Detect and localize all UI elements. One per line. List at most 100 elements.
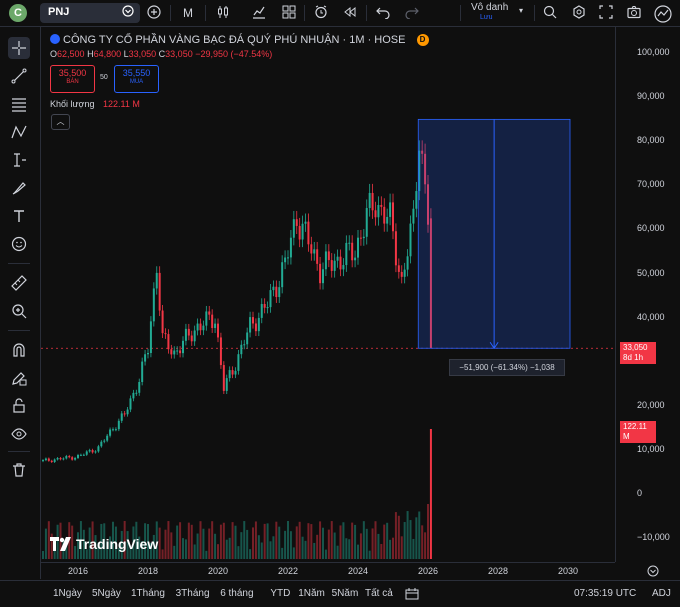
measure-arrow (489, 119, 499, 350)
timezone-settings-icon[interactable] (647, 565, 659, 580)
candle-body (114, 429, 117, 431)
volume-bar (147, 524, 149, 559)
adjust-data-toggle[interactable]: ADJ (652, 588, 671, 599)
pattern-icon[interactable] (8, 121, 30, 143)
change-value: −29,950 (−47.54%) (195, 49, 273, 59)
emoji-icon[interactable] (8, 233, 30, 255)
volume-bar (225, 539, 228, 559)
candle-body (365, 208, 368, 237)
volume-legend-label: Khối lượng (50, 99, 95, 109)
volume-bar (427, 504, 429, 559)
fullscreen-icon[interactable] (597, 3, 615, 23)
symbol-search-box[interactable]: PNJ (40, 3, 140, 23)
volume-bar (298, 521, 301, 559)
layout-grid-icon[interactable] (280, 3, 298, 23)
candle-body (289, 237, 292, 258)
symbol-change-icon[interactable] (120, 5, 136, 21)
candle-body (421, 150, 424, 154)
volume-bar (237, 546, 240, 559)
volume-bar (193, 544, 196, 559)
camera-snapshot-icon[interactable] (625, 3, 643, 23)
date-range-icon[interactable] (405, 588, 419, 603)
magnet-icon[interactable] (8, 339, 30, 361)
measure-tool[interactable] (417, 118, 571, 350)
time-axis[interactable]: 2016 2018 2020 2022 2024 2026 2028 2030 (41, 562, 615, 580)
range-button[interactable]: YTD (270, 588, 291, 599)
candle-body (322, 269, 324, 284)
volume-bar (249, 549, 252, 559)
candle-body (240, 344, 243, 355)
lock-drawing-icon[interactable] (8, 367, 30, 389)
buy-button[interactable]: 35,550 MUA (114, 65, 159, 93)
trend-line-icon[interactable] (8, 65, 30, 87)
volume-bar (397, 515, 400, 559)
price-chart[interactable] (41, 27, 615, 562)
candle-body (336, 256, 339, 261)
crosshair-icon[interactable] (8, 37, 30, 59)
volume-bar (327, 529, 330, 559)
zoom-in-icon[interactable] (8, 300, 30, 322)
candle-body (65, 456, 68, 459)
range-button[interactable]: Tất cả (365, 588, 393, 599)
price-tick: 0 (637, 488, 643, 498)
candle-body (170, 349, 173, 355)
publish-idea-icon[interactable] (652, 3, 674, 23)
indicators-icon[interactable] (250, 3, 268, 23)
collapse-legend-button[interactable]: ︿ (51, 114, 70, 130)
replay-icon[interactable] (341, 3, 359, 23)
interval-button[interactable]: M (183, 6, 193, 20)
range-button[interactable]: 6 tháng (220, 588, 254, 599)
fib-retracement-icon[interactable] (8, 93, 30, 115)
range-button[interactable]: 5Năm (331, 588, 359, 599)
price-tick: 90,000 (637, 91, 665, 102)
volume-bar (120, 530, 123, 559)
volume-bar (106, 541, 109, 559)
candle-body (295, 219, 298, 226)
candle-body (362, 236, 365, 239)
lock-icon[interactable] (8, 395, 30, 417)
clock[interactable]: 07:35:19 UTC (574, 588, 637, 599)
market-status-icon: D (416, 34, 429, 46)
prediction-icon[interactable] (8, 149, 30, 171)
volume-bar (392, 537, 394, 559)
eye-icon[interactable] (8, 423, 30, 445)
range-button[interactable]: 1Tháng (131, 588, 165, 599)
candles (42, 140, 432, 463)
candle-body (42, 460, 44, 462)
sell-button[interactable]: 35,500 BÁN (50, 65, 95, 93)
volume-bar (389, 539, 392, 559)
volume-bar (252, 527, 254, 559)
time-tick: 2020 (208, 566, 229, 576)
candle-body (237, 354, 240, 371)
alert-clock-icon[interactable] (312, 3, 330, 23)
volume-bar (196, 533, 199, 559)
volume-bar (284, 530, 287, 559)
volume-bar (371, 528, 374, 559)
candle-body (53, 459, 56, 463)
text-tool-icon[interactable] (8, 205, 30, 227)
compare-add-icon[interactable] (145, 3, 163, 23)
redo-icon[interactable] (403, 3, 421, 23)
candle-body (79, 454, 82, 456)
range-button[interactable]: 1Năm (298, 588, 325, 599)
brush-icon[interactable] (8, 177, 30, 199)
candle-body (158, 272, 161, 311)
user-avatar[interactable]: C (9, 4, 27, 22)
chart-title: CÔNG TY CỔ PHẦN VÀNG BẠC ĐÁ QUÝ PHÚ NHUẬ… (63, 34, 406, 46)
layout-name-menu[interactable]: Vô danh Lưu ▾ (471, 2, 529, 24)
range-button[interactable]: 3Tháng (175, 588, 210, 599)
price-axis[interactable]: 33,050 8d 1h 122.11 M 100,000 90,000 80,00… (615, 27, 680, 562)
candles-icon[interactable] (214, 3, 232, 23)
range-button[interactable]: 1Ngày (53, 588, 82, 599)
candle-body (94, 451, 97, 453)
undo-icon[interactable] (374, 3, 392, 23)
time-tick: 2016 (68, 566, 89, 576)
current-price-tag: 33,050 8d 1h (620, 342, 656, 365)
search-icon[interactable] (541, 3, 559, 23)
candle-body (394, 231, 397, 266)
range-button[interactable]: 5Ngày (92, 588, 121, 599)
ruler-icon[interactable] (8, 272, 30, 294)
settings-gear-icon[interactable] (570, 3, 588, 23)
time-tick: 2026 (418, 566, 439, 576)
trash-icon[interactable] (8, 459, 30, 481)
